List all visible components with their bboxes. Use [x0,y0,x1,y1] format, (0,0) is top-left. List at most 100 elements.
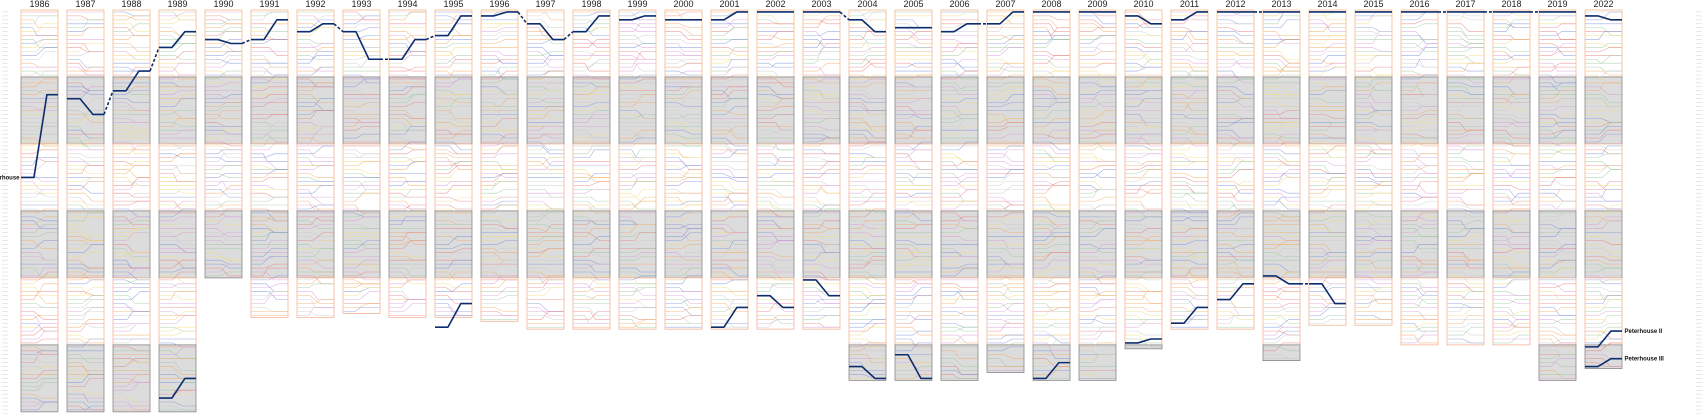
crew-line [1309,267,1346,277]
crew-line [987,338,1024,344]
crew-line [1217,259,1254,265]
crew-line [21,15,58,25]
crew-line [941,228,978,233]
crew-line [435,43,472,48]
crew-line [941,118,978,127]
crew-line [21,78,58,88]
crew-line [619,23,656,29]
crew-line [297,55,334,60]
crew-line [757,153,794,162]
crew-line [803,307,840,312]
crew-line [803,78,840,84]
crew-line [113,86,150,95]
crew-line [757,240,794,249]
crew-line [1079,342,1116,348]
crew-line [1079,220,1116,229]
crew-line [1125,228,1162,233]
crew-line [803,15,840,25]
crew-line [1263,51,1300,60]
crew-line [619,248,656,253]
year-label: 1987 [75,0,95,9]
crew-line [1033,259,1070,269]
crew-line [527,133,564,139]
year-label: 1996 [489,0,509,9]
crew-line [1263,110,1300,115]
crew-line [665,275,702,285]
crew-line [1079,90,1116,95]
crew-line [1171,43,1208,52]
year-label: 1993 [351,0,371,9]
crew-line [711,27,748,36]
crew-line [941,220,978,229]
crew-line [297,299,334,304]
crew-line [711,149,748,155]
crew-line [481,173,518,182]
crew-line [1493,55,1530,60]
crew-line [159,208,196,218]
crew-line [1447,228,1484,237]
crew-line [711,19,748,29]
crew-line [895,362,932,371]
crew-line [1309,216,1346,222]
crew-line [205,106,242,111]
crew-line [573,275,610,281]
crew-line [665,177,702,182]
crew-line [1033,181,1070,186]
crew-line [895,212,932,218]
crew-line [1171,106,1208,111]
crew-line [849,157,886,166]
crew-line [1355,90,1392,99]
crew-line [1401,303,1438,308]
crew-line [1033,39,1070,48]
crew-line [67,342,104,348]
crew-line [987,303,1024,312]
crew-line [159,153,196,162]
crew-line [1585,216,1622,226]
crew-line [711,232,748,237]
highlight-line [527,22,564,41]
crew-line [1355,259,1392,269]
crew-line [527,315,564,320]
crew-line [757,240,794,245]
highlight-line [839,11,850,21]
crew-line [389,122,426,127]
crew-line [1217,228,1254,237]
crew-line [1309,122,1346,131]
crew-line [343,240,380,249]
crew-line [113,161,150,166]
crew-line [1493,102,1530,111]
crew-line [389,299,426,308]
crew-line [527,11,564,17]
crew-line [435,259,472,269]
crew-line [573,311,610,320]
crew-line [757,55,794,60]
crew-line [1171,102,1208,111]
crew-line [1539,82,1576,88]
crew-line [619,51,656,60]
crew-line [159,291,196,300]
crew-line [1263,66,1300,76]
crew-line [1585,43,1622,48]
crew-line [159,145,196,151]
crew-line [1355,74,1392,80]
crew-line [1585,259,1622,265]
crew-line [1171,15,1208,25]
crew-line [527,58,564,68]
crew-line [1079,169,1116,178]
crew-line [113,200,150,206]
crew-line [803,185,840,194]
crew-line [343,78,380,88]
crew-line [1585,153,1622,159]
crew-line [1263,188,1300,194]
crew-line [619,173,656,178]
crew-line [435,169,472,178]
crew-line [297,133,334,143]
crew-line [21,382,58,391]
year-label: 2005 [903,0,923,9]
crew-line [159,90,196,95]
crew-line [1033,118,1070,127]
crew-line [1493,153,1530,162]
crew-line [849,228,886,237]
crew-line [1447,291,1484,300]
crew-line [1079,244,1116,249]
